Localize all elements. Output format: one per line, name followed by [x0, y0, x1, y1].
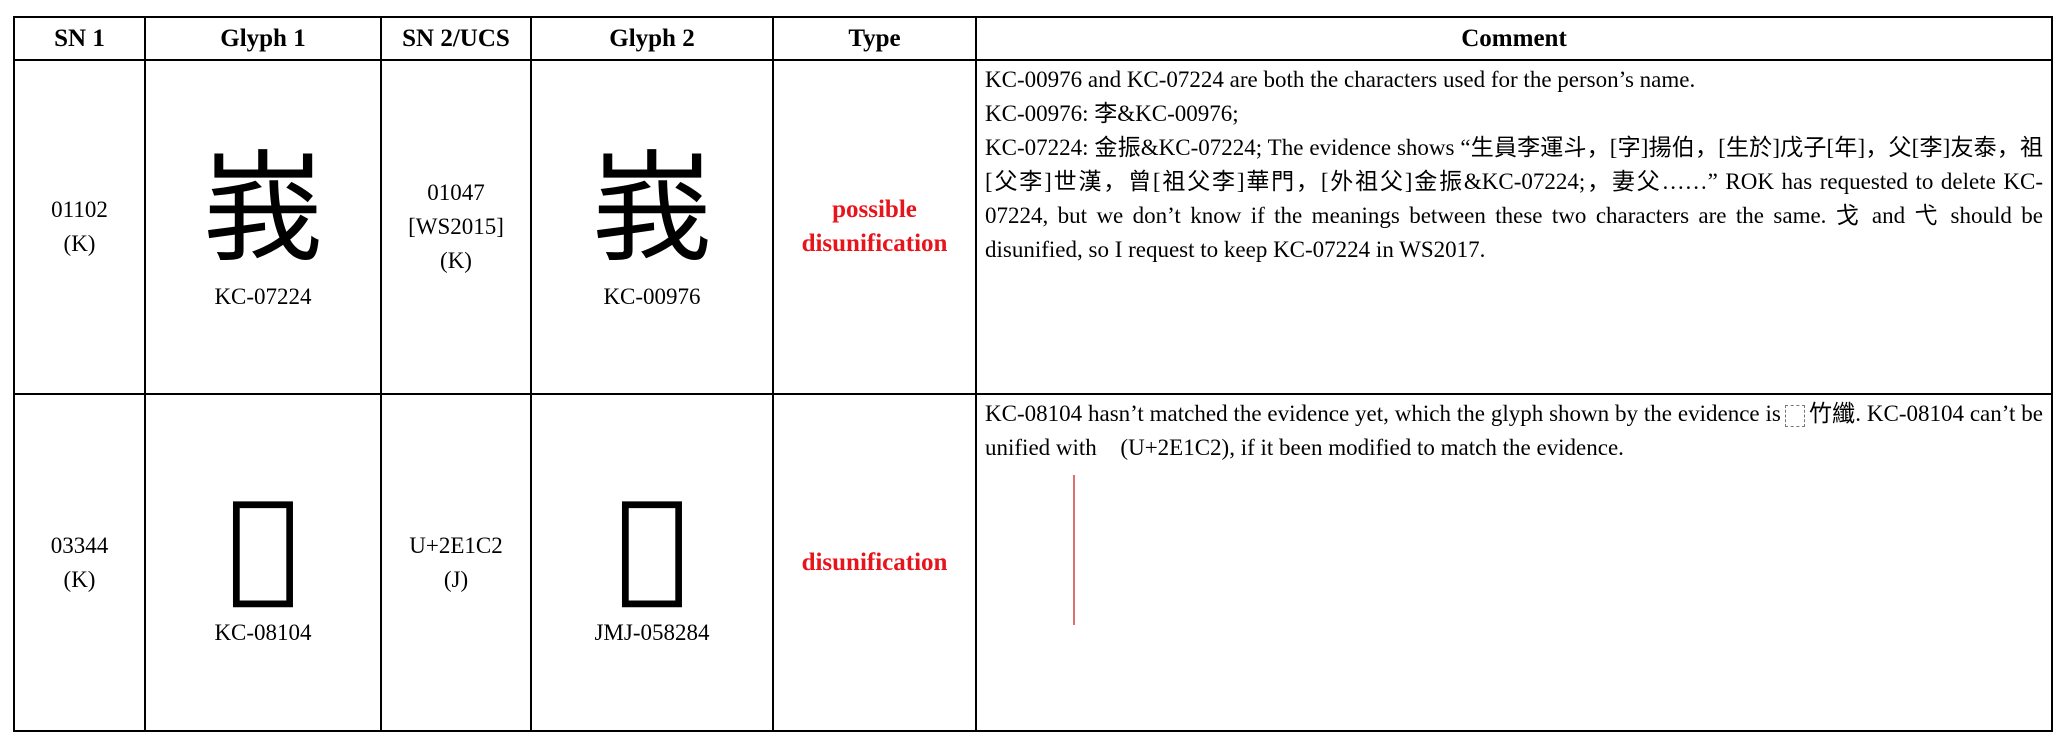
- cell-line: U+2E1C2: [409, 532, 503, 558]
- sn2-cell: U+2E1C2 (J): [380, 393, 532, 732]
- glyph1-cell: 峩 KC-07224: [144, 59, 382, 395]
- comment-text: 竹纖. KC-08104 can’t be unified with 𮇂(U+2…: [985, 401, 2043, 460]
- comment-cell: KC-00976 and KC-07224 are both the chara…: [975, 59, 2053, 395]
- header-cell: SN 1: [13, 16, 146, 61]
- glyph-id: JMJ-058284: [594, 619, 710, 645]
- glyph: 𮇂: [226, 475, 299, 615]
- type-cell: disunification: [772, 393, 977, 732]
- glyph: 峩: [592, 140, 712, 279]
- comment-paragraph: KC-00976: 李&KC-00976;: [985, 101, 1239, 126]
- glyph1-cell: 𮇂 KC-08104: [144, 393, 382, 732]
- cell-line: (K): [63, 231, 96, 256]
- cell-line: disunification: [801, 548, 948, 576]
- cell-line: 03344: [50, 532, 109, 558]
- header-cell: SN 2/UCS: [380, 16, 532, 61]
- cell-line: possible: [832, 196, 917, 223]
- evidence-image: 𮇂: [985, 465, 2043, 625]
- comment-paragraph: KC-00976 and KC-07224 are both the chara…: [985, 67, 1696, 92]
- cell-line: (J): [443, 566, 469, 592]
- cell-line: (K): [63, 566, 96, 592]
- glyph-id: KC-00976: [603, 284, 701, 309]
- header-cell: Glyph 2: [530, 16, 774, 61]
- comment-paragraph: KC-08104 hasn’t matched the evidence yet…: [985, 397, 2043, 465]
- header-cell: Comment: [975, 16, 2053, 61]
- glyph2-cell: 𮇂 JMJ-058284: [530, 393, 774, 732]
- cell-line: 01102: [51, 197, 108, 222]
- header-cell: Type: [772, 16, 977, 61]
- sn1-cell: 03344 (K): [13, 393, 146, 732]
- glyph: 峩: [203, 140, 323, 279]
- table-body: 01102 (K) 峩 KC-07224 01047 [WS2015] (K) 峩 KC-009…: [13, 59, 2053, 732]
- cell-line: 01047: [427, 180, 485, 205]
- sn2-cell: 01047 [WS2015] (K): [380, 59, 532, 395]
- glyph-id: KC-08104: [214, 619, 312, 645]
- comparison-table: SN 1 Glyph 1 SN 2/UCS Glyph 2 Type Comment 01…: [13, 16, 2053, 732]
- header-row: SN 1 Glyph 1 SN 2/UCS Glyph 2 Type Comment: [13, 16, 2053, 61]
- glyph-id: KC-07224: [214, 284, 312, 309]
- comment-paragraph: KC-07224: 金振&KC-07224; The evidence show…: [985, 135, 2043, 262]
- cell-line: [WS2015]: [408, 214, 504, 239]
- sn1-cell: 01102 (K): [13, 59, 146, 395]
- comment-cell: KC-08104 hasn’t matched the evidence yet…: [975, 393, 2053, 732]
- cell-line: disunification: [801, 230, 948, 257]
- glyph: 𮇂: [615, 475, 688, 615]
- cell-line: (K): [440, 248, 472, 273]
- table-row: 01102 (K) 峩 KC-07224 01047 [WS2015] (K) 峩 KC-009…: [13, 59, 2053, 395]
- missing-glyph-icon: [1784, 404, 1805, 427]
- comment-text: KC-08104 hasn’t matched the evidence yet…: [985, 401, 1781, 426]
- header-cell: Glyph 1: [144, 16, 382, 61]
- glyph2-cell: 峩 KC-00976: [530, 59, 774, 395]
- type-cell: possible disunification: [772, 59, 977, 395]
- evidence-glyph: 𮇂: [985, 475, 1075, 625]
- table-row: 03344 (K) 𮇂 KC-08104 U+2E1C2 (J) 𮇂 JMJ-058284 di…: [13, 393, 2053, 732]
